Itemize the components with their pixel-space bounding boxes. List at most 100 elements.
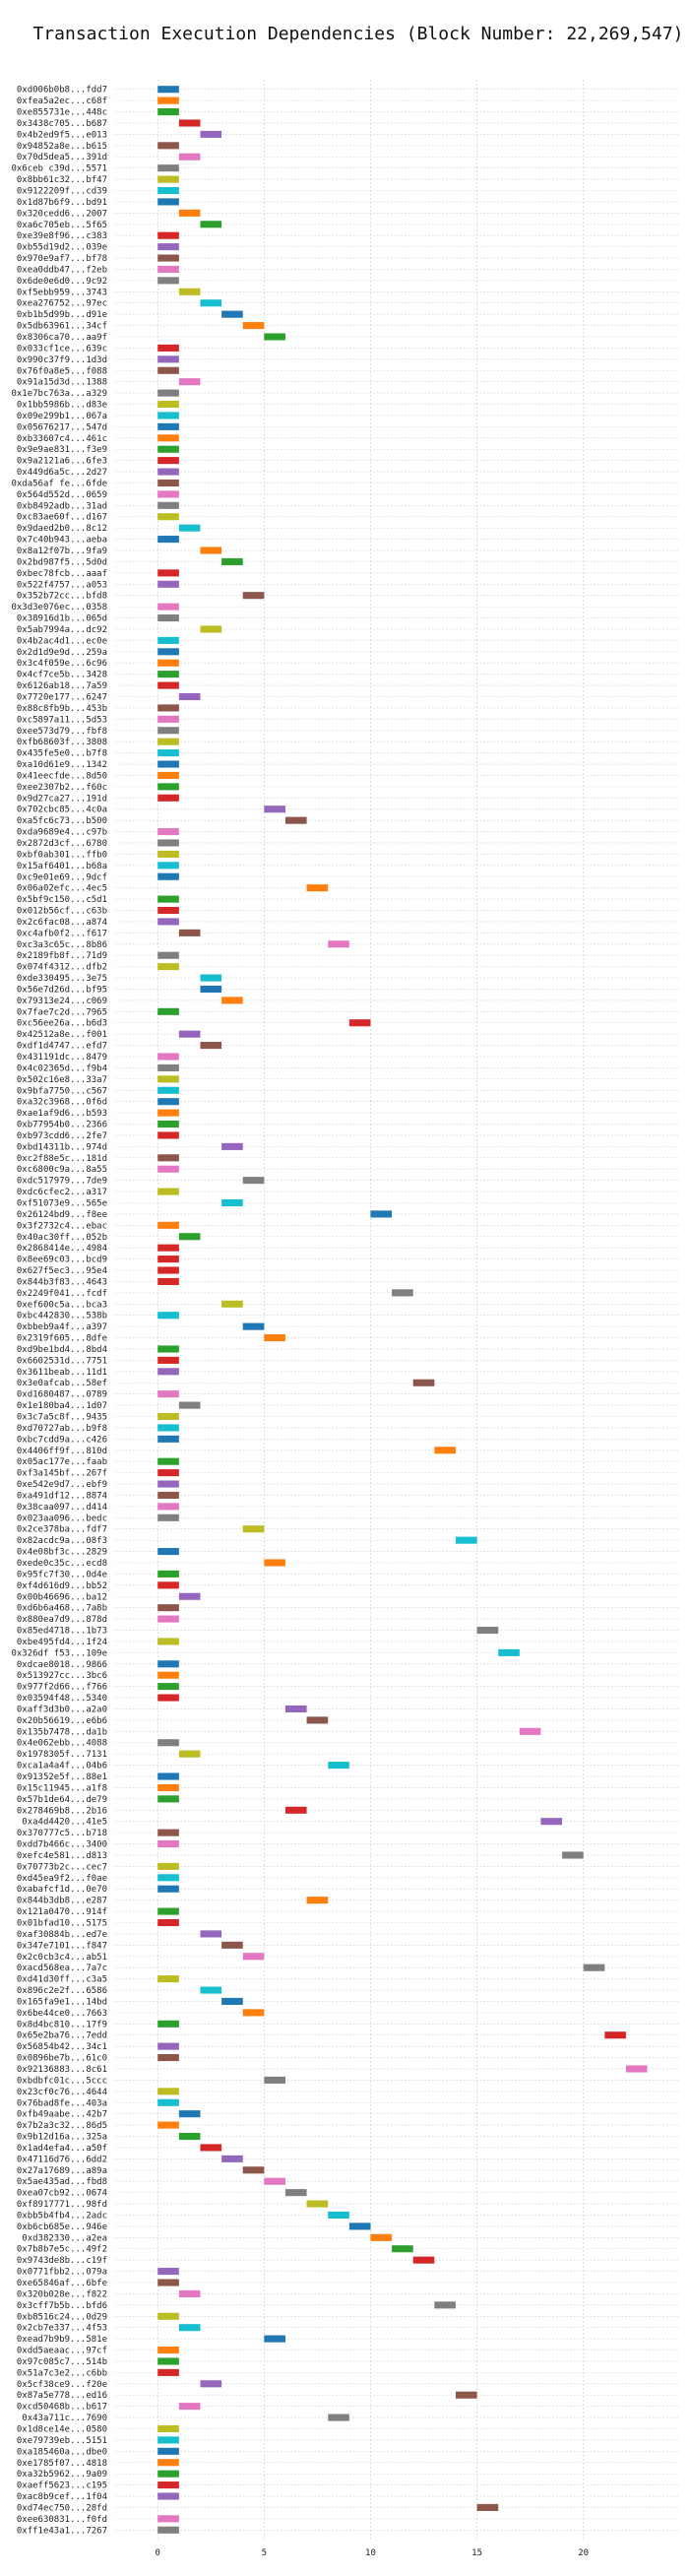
transaction-bar (157, 434, 179, 442)
transaction-bar (434, 2301, 456, 2309)
transaction-label: 0x15af6401...b68a (17, 862, 107, 871)
transaction-bar (157, 749, 179, 757)
transaction-bar (412, 1379, 435, 1386)
transaction-bar (221, 1941, 243, 1949)
transaction-bar (157, 1053, 179, 1061)
transaction-bar (157, 1795, 179, 1803)
transaction-label: 0x7b2a3c32...86d5 (17, 2121, 107, 2131)
transaction-bar (498, 1648, 520, 1656)
transaction-label: 0x023aa096...bedc (17, 1513, 107, 1523)
transaction-bar (157, 457, 179, 465)
transaction-label: 0x2872d3cf...6780 (17, 839, 107, 849)
transaction-label: 0x352b72cc...bfd8 (17, 592, 107, 602)
transaction-label: 0x880ea7d9...878d (17, 1615, 107, 1625)
transaction-bar (157, 1683, 179, 1691)
transaction-bar (476, 2503, 499, 2511)
transaction-label: 0xc83ae60f...d167 (17, 513, 107, 523)
transaction-label: 0xac8b9cef...1f04 (17, 2492, 107, 2502)
transaction-label: 0x278469b8...2b16 (17, 1806, 107, 1816)
transaction-bar (157, 1671, 179, 1679)
transaction-label: 0xee630831...f0fd (17, 2515, 107, 2525)
transaction-label: 0x9daed2b0...8c12 (17, 524, 107, 534)
transaction-bar (178, 153, 201, 161)
transaction-bar (157, 636, 179, 644)
transaction-label: 0x79313e24...c069 (17, 997, 107, 1006)
grid-lines (115, 80, 679, 2540)
transaction-label: 0xe542e9d7...ebf9 (17, 1480, 107, 1490)
transaction-label: 0x370777c5...b718 (17, 1829, 107, 1838)
transaction-label: 0x8d4bc810...17f9 (17, 2020, 107, 2029)
transaction-label: 0x449d6a5c...2d27 (17, 468, 107, 478)
transaction-bar (157, 422, 179, 430)
transaction-label: 0xe65846af...6bfe (17, 2279, 107, 2288)
transaction-bar (284, 2189, 307, 2197)
transaction-label: 0xae1af9d6...b593 (17, 1109, 107, 1119)
transaction-label: 0x4406ff9f...810d (17, 1447, 107, 1456)
transaction-bar (157, 1862, 179, 1870)
transaction-label: 0xb55d19d2...039e (17, 243, 107, 253)
transaction-label: 0x2c0cb3c4...ab51 (17, 1953, 107, 1963)
transaction-label: 0xfb68603f...3808 (17, 738, 107, 747)
transaction-label: 0xd6b6a468...7a8b (17, 1604, 107, 1614)
transaction-bar (392, 2245, 413, 2253)
transaction-bar (200, 221, 222, 228)
transaction-label: 0xda56af fe...6fde (11, 479, 107, 488)
transaction-bar (157, 2121, 179, 2129)
transaction-bar (157, 1007, 179, 1015)
transaction-label: 0x00b46696...ba12 (17, 1592, 107, 1602)
transaction-bar (157, 1907, 179, 1915)
transaction-bar (157, 681, 179, 689)
transaction-label: 0x9743de8b...c19f (17, 2256, 107, 2266)
transaction-bar (157, 862, 179, 869)
transaction-label: 0xfb49aabe...42b7 (17, 2110, 107, 2120)
transaction-label: 0xbdbfc01c...5ccc (17, 2076, 107, 2086)
transaction-bar (178, 378, 201, 386)
transaction-label: 0xf4d616d9...bb52 (17, 1581, 107, 1591)
transaction-bar (157, 389, 179, 397)
transaction-label: 0x8bb61c32...bf47 (17, 175, 107, 185)
transaction-label: 0x7c40b943...aeba (17, 536, 107, 546)
transaction-label: 0x702cbc85...4c0a (17, 805, 107, 815)
transaction-bar (200, 974, 222, 982)
transaction-label: 0x1e7bc763a...a329 (11, 389, 107, 399)
transaction-bar (157, 2098, 179, 2106)
x-tick-label: 10 (365, 2548, 376, 2558)
transaction-label: 0xee2307b2...f60c (17, 783, 107, 793)
transaction-bar (242, 1525, 265, 1533)
transaction-bar (157, 951, 179, 959)
transaction-bar (157, 1098, 179, 1106)
transaction-bar (157, 1075, 179, 1083)
transaction-label: 0xdf1d4747...efd7 (17, 1042, 107, 1052)
transaction-label: 0x4b2ac4d1...ec0e (17, 636, 107, 646)
transaction-label: 0x6602531d...7751 (17, 1356, 107, 1366)
transaction-label: 0xb8516c24...0d29 (17, 2312, 107, 2322)
transaction-label: 0x3cff7b5b...bfd6 (17, 2301, 107, 2311)
transaction-label: 0xc4afb0f2...f617 (17, 929, 107, 938)
transaction-label: 0xff1e43a1...7267 (17, 2526, 107, 2536)
transaction-bar (284, 1705, 307, 1713)
transaction-bar (157, 1312, 179, 1320)
transaction-label: 0x47116d76...6dd2 (17, 2155, 107, 2164)
transaction-bar (157, 828, 179, 836)
transaction-bar (348, 1019, 371, 1027)
transaction-bar (157, 648, 179, 656)
transaction-label: 0xd45ea9f2...f0ae (17, 1874, 107, 1884)
transaction-label: 0x8ee69c03...bcd9 (17, 1256, 107, 1265)
transaction-label: 0xca1a4a4f...04b6 (17, 1762, 107, 1771)
transaction-bar (264, 333, 285, 341)
transaction-label: 0xb8492adb...31ad (17, 501, 107, 511)
transaction-bar (519, 1727, 541, 1735)
transaction-bar (157, 783, 179, 791)
transaction-bar (157, 1277, 179, 1285)
transaction-label: 0x1ad4efa4...a50f (17, 2144, 107, 2154)
transaction-label: 0xcd50468b...b617 (17, 2403, 107, 2413)
transaction-label: 0xb33607c4...461c (17, 434, 107, 444)
transaction-label: 0xdc517979...7de9 (17, 1177, 107, 1187)
transaction-label: 0xdd7b466c...3400 (17, 1840, 107, 1850)
transaction-label: 0x5ae435ad...fbd8 (17, 2177, 107, 2187)
transaction-label: 0x844b3f83...4643 (17, 1277, 107, 1287)
transaction-bar (392, 1289, 413, 1297)
transaction-label: 0x87a5e778...ed16 (17, 2391, 107, 2401)
transaction-label: 0x1e180ba4...1d07 (17, 1401, 107, 1411)
transaction-bar (328, 2211, 349, 2220)
